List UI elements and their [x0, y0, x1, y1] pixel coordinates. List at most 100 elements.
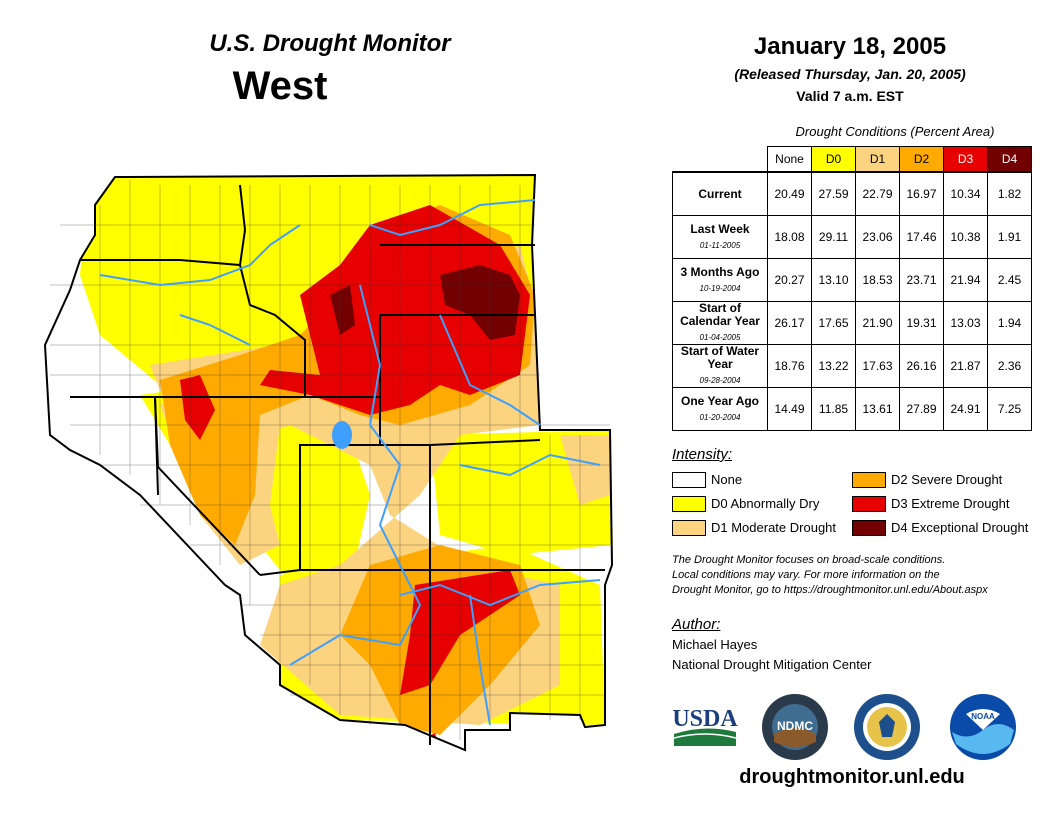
legend-swatch-none [672, 472, 706, 488]
row-label: 3 Months Ago 10-19-2004 [672, 258, 768, 302]
table-cell: 10.38 [943, 215, 988, 259]
row-label: Start of Calendar Year 01-04-2005 [672, 301, 768, 345]
legend-swatch-d3 [852, 496, 886, 512]
usda-logo-text: USDA [672, 706, 738, 732]
table-cell: 17.46 [899, 215, 944, 259]
great-salt-lake [332, 421, 352, 449]
table-cell: 17.63 [855, 344, 900, 388]
table-row: Start of Water Year 09-28-2004 18.76 13.2… [672, 344, 1032, 388]
legend-swatch-d0 [672, 496, 706, 512]
ndmc-logo-text: NDMC [777, 719, 813, 733]
col-header-d4: D4 [987, 146, 1032, 173]
table-corner [672, 146, 768, 173]
row-label-text: Current [698, 186, 742, 201]
legend-swatch-d4 [852, 520, 886, 536]
table-row: 3 Months Ago 10-19-2004 20.27 13.10 18.53… [672, 258, 1032, 302]
table-cell: 26.16 [899, 344, 944, 388]
legend-label-d4: D4 Exceptional Drought [891, 520, 1029, 535]
row-date: 09-28-2004 [699, 376, 741, 385]
table-cell: 18.76 [767, 344, 812, 388]
note-line: The Drought Monitor focuses on broad-sca… [672, 554, 946, 566]
table-cell: 18.08 [767, 215, 812, 259]
table-cell: 27.89 [899, 387, 944, 431]
table-caption: Drought Conditions (Percent Area) [795, 124, 995, 139]
table-cell: 18.53 [855, 258, 900, 302]
valid-time: Valid 7 a.m. EST [796, 88, 904, 104]
note-line: Local conditions may vary. For more info… [672, 569, 940, 581]
legend-label-d3: D3 Extreme Drought [891, 496, 1010, 511]
author-name: Michael Hayes [672, 637, 758, 652]
table-cell: 20.49 [767, 171, 812, 216]
row-label: Start of Water Year 09-28-2004 [672, 344, 768, 388]
table-row: Current 20.49 27.59 22.79 16.97 10.34 1.… [672, 171, 1032, 216]
table-cell: 14.49 [767, 387, 812, 431]
table-cell: 20.27 [767, 258, 812, 302]
table-cell: 21.87 [943, 344, 988, 388]
legend-swatch-d2 [852, 472, 886, 488]
commerce-seal-icon [854, 694, 920, 760]
table-cell: 10.34 [943, 171, 988, 216]
table-cell: 24.91 [943, 387, 988, 431]
author-organization: National Drought Mitigation Center [672, 657, 872, 672]
table-cell: 21.90 [855, 301, 900, 345]
table-cell: 29.11 [811, 215, 856, 259]
col-header-d2: D2 [899, 146, 944, 173]
legend-label-none: None [711, 472, 743, 487]
row-label: One Year Ago 01-20-2004 [672, 387, 768, 431]
table-cell: 26.17 [767, 301, 812, 345]
noaa-logo-text: NOAA [971, 712, 995, 721]
author-heading: Author: [672, 616, 721, 633]
table-cell: 13.03 [943, 301, 988, 345]
table-cell: 19.31 [899, 301, 944, 345]
drought-statistics-table: None D0 D1 D2 D3 D4 Current 20.49 27.59 … [672, 146, 1032, 431]
row-label-text: Last Week [690, 221, 750, 236]
table-cell: 21.94 [943, 258, 988, 302]
noaa-logo-icon: NOAA [950, 694, 1016, 760]
table-cell: 27.59 [811, 171, 856, 216]
release-date: (Released Thursday, Jan. 20, 2005) [734, 66, 966, 82]
table-row: Start of Calendar Year 01-04-2005 26.17 1… [672, 301, 1032, 345]
table-cell: 13.61 [855, 387, 900, 431]
row-label: Current [672, 171, 768, 216]
table-cell: 22.79 [855, 171, 900, 216]
table-row: One Year Ago 01-20-2004 14.49 11.85 13.61… [672, 387, 1032, 431]
table-cell: 16.97 [899, 171, 944, 216]
row-label: Last Week 01-11-2005 [672, 215, 768, 259]
region-title: West [232, 64, 328, 108]
website-link[interactable]: droughtmonitor.unl.edu [739, 766, 965, 788]
county-boundaries [50, 180, 610, 740]
row-date: 01-11-2005 [699, 240, 741, 250]
usda-logo-icon: USDA [672, 706, 738, 746]
legend-label-d1: D1 Moderate Drought [711, 520, 837, 535]
disclaimer-note: The Drought Monitor focuses on broad-sca… [672, 553, 1042, 598]
table-row: Last Week 01-11-2005 18.08 29.11 23.06 17… [672, 215, 1032, 259]
rivers [99, 199, 601, 726]
table-cell: 1.82 [987, 171, 1032, 216]
table-cell: 2.45 [987, 258, 1032, 302]
map-date: January 18, 2005 [753, 33, 947, 60]
drought-map [43, 173, 614, 752]
col-header-none: None [767, 146, 812, 173]
table-cell: 11.85 [811, 387, 856, 431]
legend-label-d2: D2 Severe Drought [891, 472, 1003, 487]
row-date: 01-04-2005 [699, 333, 741, 342]
table-cell: 1.91 [987, 215, 1032, 259]
table-cell: 13.10 [811, 258, 856, 302]
table-cell: 1.94 [987, 301, 1032, 345]
row-label-text: Start of Calendar Year [680, 301, 760, 328]
table-cell: 7.25 [987, 387, 1032, 431]
legend-title: Intensity: [672, 446, 733, 463]
table-cell: 23.06 [855, 215, 900, 259]
table-header-row: None D0 D1 D2 D3 D4 [672, 146, 1032, 173]
row-label-text: 3 Months Ago [680, 264, 760, 279]
map-title: U.S. Drought Monitor [209, 30, 451, 57]
table-cell: 17.65 [811, 301, 856, 345]
col-header-d1: D1 [855, 146, 900, 173]
table-cell: 23.71 [899, 258, 944, 302]
legend-swatch-d1 [672, 520, 706, 536]
row-label-text: Start of Water Year [680, 344, 760, 371]
col-header-d0: D0 [811, 146, 856, 173]
table-cell: 13.22 [811, 344, 856, 388]
ndmc-logo-icon: NDMC [762, 694, 828, 760]
row-date: 10-19-2004 [699, 283, 741, 293]
